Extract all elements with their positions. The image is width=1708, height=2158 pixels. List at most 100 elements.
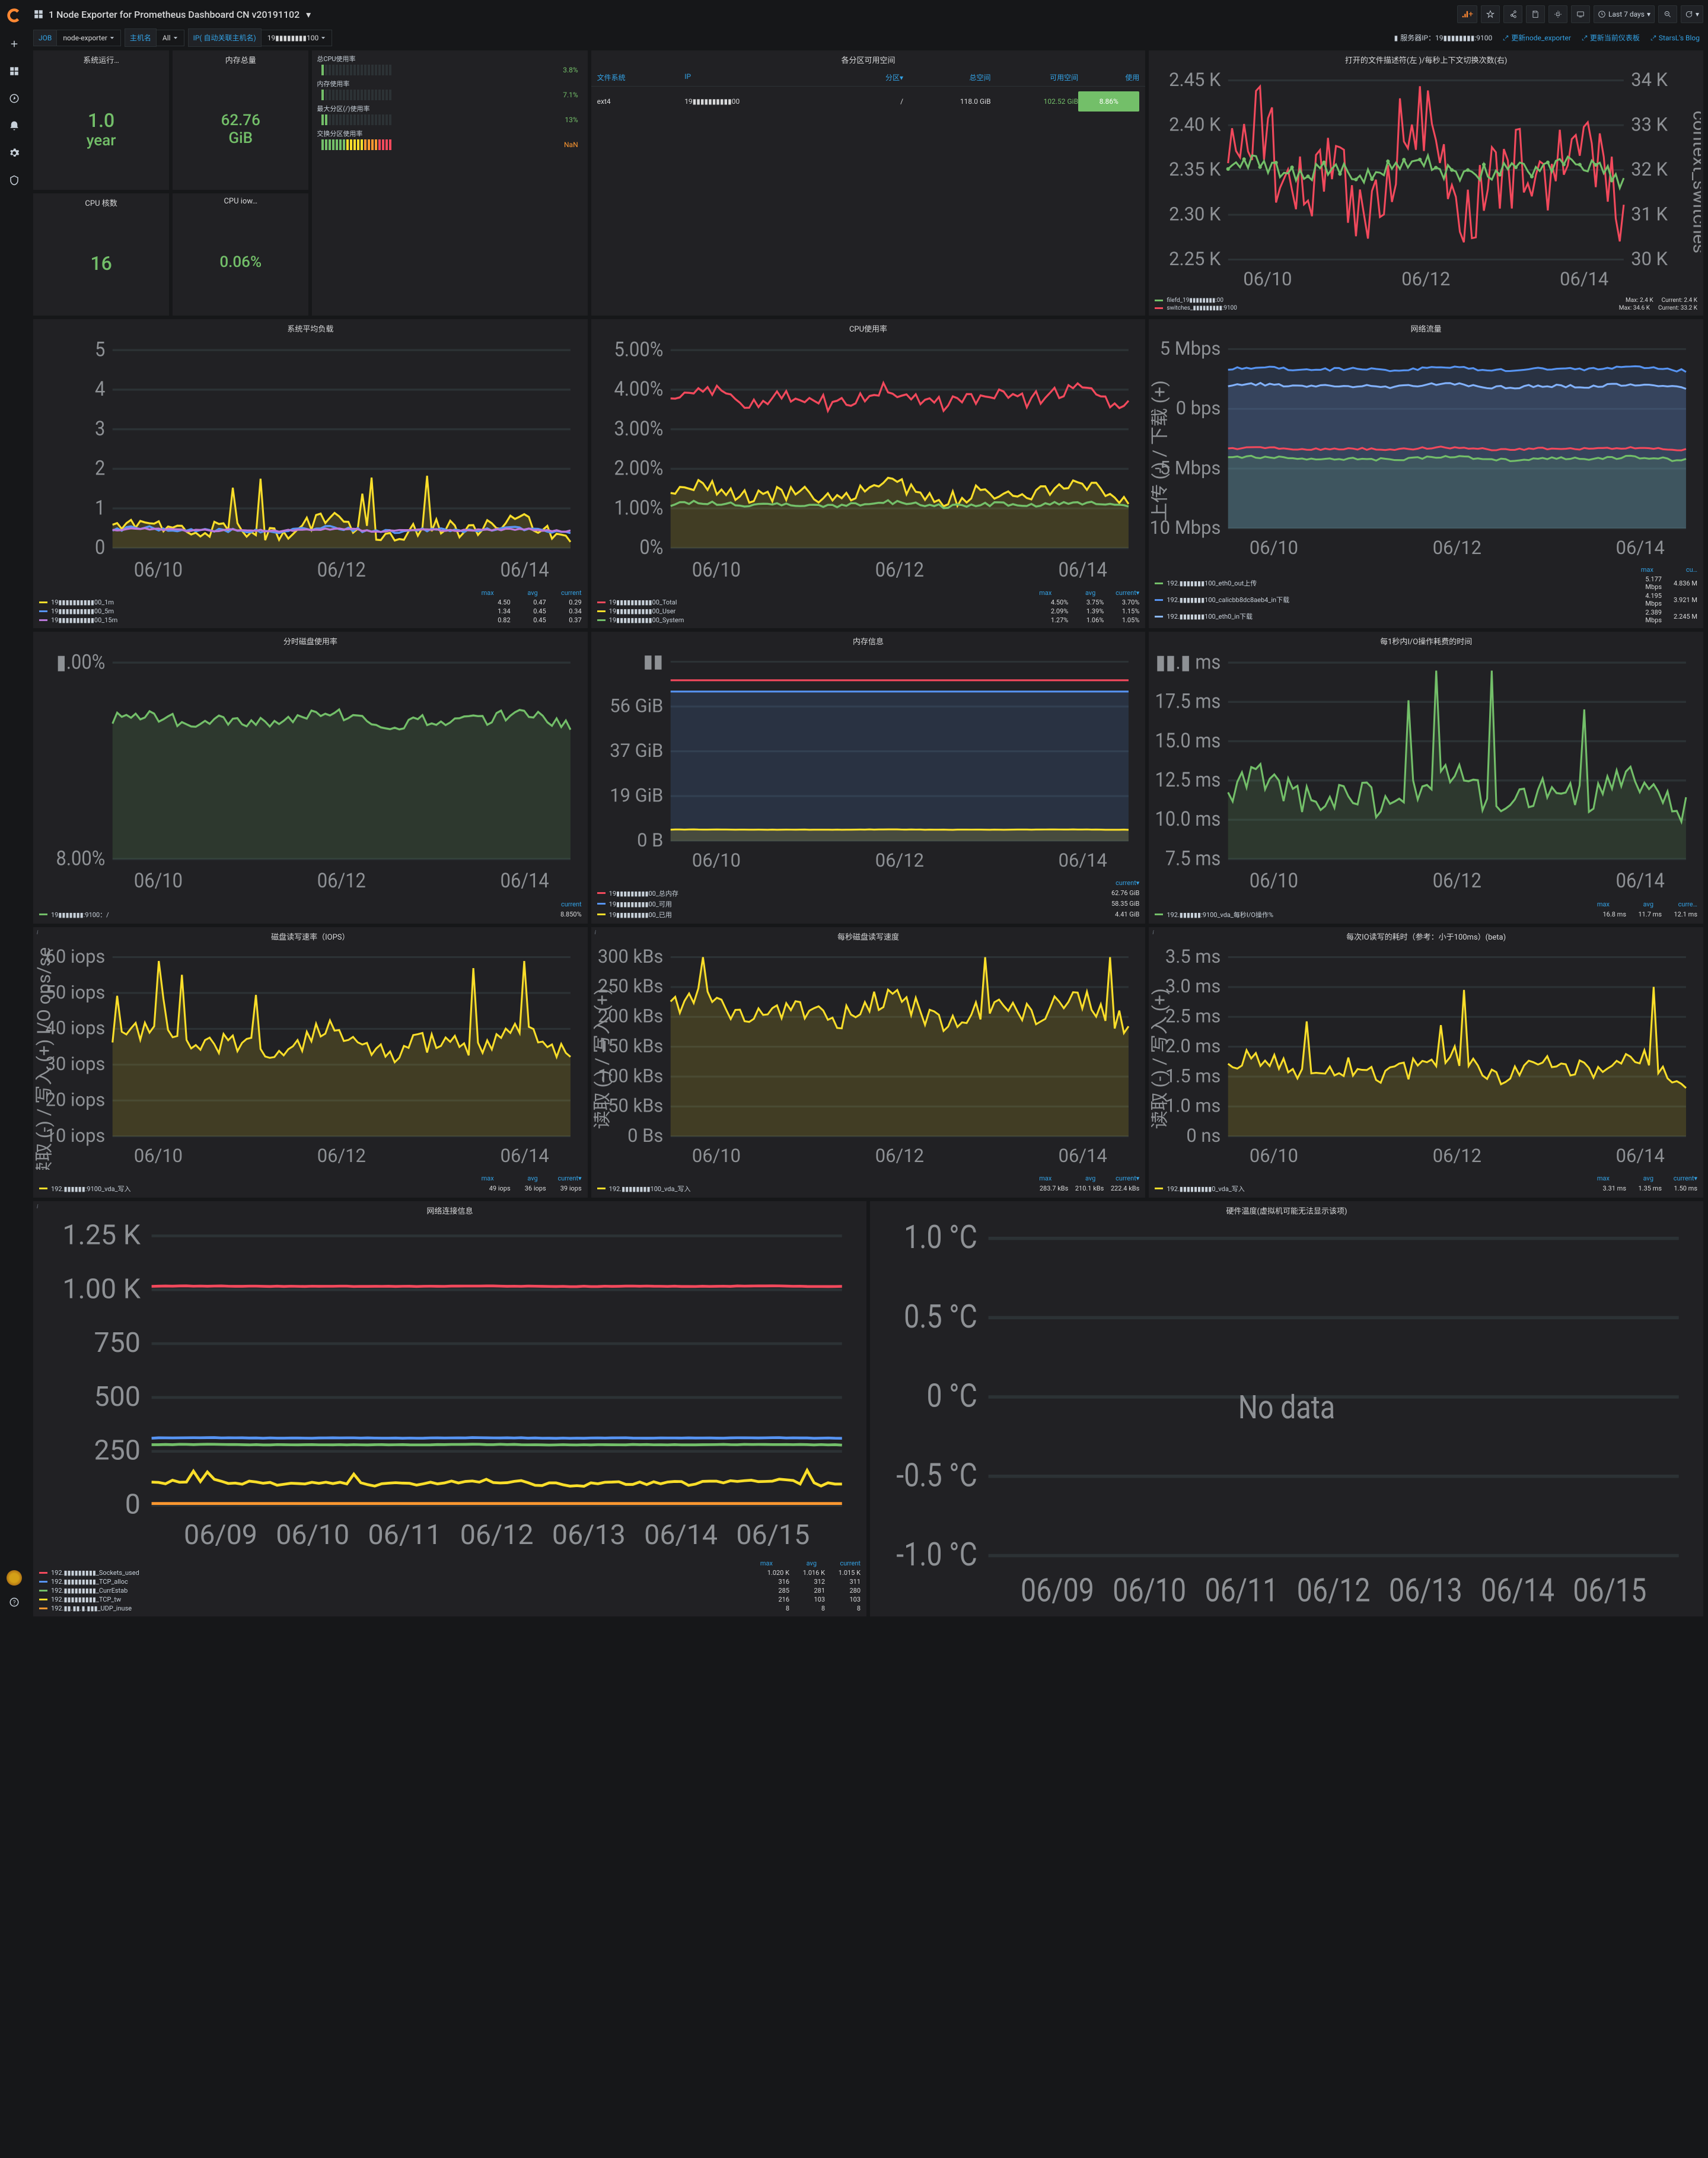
svg-text:06/14: 06/14: [1616, 869, 1665, 893]
svg-text:06/12: 06/12: [875, 849, 923, 871]
svg-text:7.5 ms: 7.5 ms: [1165, 846, 1221, 870]
panel-temp[interactable]: 硬件温度(虚拟机可能无法显示该项) 1.0 °C0.5 °C0 °C-0.5 °…: [870, 1201, 1703, 1617]
svg-text:1.0 °C: 1.0 °C: [904, 1222, 977, 1256]
svg-text:2.30 K: 2.30 K: [1169, 203, 1221, 225]
link-update-dashboard[interactable]: 更新当前仪表板: [1578, 30, 1643, 45]
refresh-button[interactable]: ▾: [1681, 5, 1703, 23]
plus-icon[interactable]: [6, 36, 23, 52]
var-job[interactable]: JOBnode-exporter: [33, 30, 121, 46]
svg-text:3.0 ms: 3.0 ms: [1165, 975, 1221, 997]
save-button[interactable]: [1526, 5, 1545, 23]
svg-text:2.45 K: 2.45 K: [1169, 71, 1221, 91]
panel-uptime[interactable]: 系统运行…1.0year: [33, 50, 169, 190]
panel-disk-table[interactable]: 各分区可用空间 文件系统IP分区▾总空间可用空间使用 ext419▮▮▮▮▮▮▮…: [591, 50, 1146, 316]
svg-text:▮▮.▮ ms: ▮▮.▮ ms: [1156, 653, 1221, 674]
svg-text:06/14: 06/14: [1058, 849, 1107, 871]
panel-disk-rw[interactable]: i 每秒磁盘读写速度 300 kBs250 kBs200 kBs150 kBs1…: [591, 927, 1146, 1198]
svg-text:-0.5 °C: -0.5 °C: [896, 1456, 977, 1494]
svg-text:30 K: 30 K: [1631, 248, 1668, 270]
svg-text:06/15: 06/15: [736, 1519, 810, 1551]
panel-mem-info[interactable]: 内存信息 ▮▮56 GiB37 GiB19 GiB0 B06/1006/1206…: [591, 632, 1146, 924]
panel-memtotal[interactable]: 内存总量62.76GiB: [173, 50, 308, 190]
svg-text:1.5 ms: 1.5 ms: [1165, 1065, 1221, 1087]
star-button[interactable]: [1481, 5, 1500, 23]
alert-icon[interactable]: [6, 117, 23, 134]
panel-fd[interactable]: 打开的文件描述符(左 )/每秒上下文切换次数(右) 2.45 K2.40 K2.…: [1149, 50, 1703, 316]
svg-text:4: 4: [95, 377, 105, 400]
time-picker[interactable]: Last 7 days▾: [1594, 5, 1655, 23]
svg-text:32 K: 32 K: [1631, 158, 1668, 180]
panel-net[interactable]: 网络流量 5 Mbps0 bps-5 Mbps-10 Mbps上传 (-) / …: [1149, 319, 1703, 629]
explore-icon[interactable]: [6, 90, 23, 107]
svg-text:2.5 ms: 2.5 ms: [1165, 1005, 1221, 1027]
svg-text:06/10: 06/10: [276, 1519, 349, 1551]
svg-text:0 °C: 0 °C: [927, 1377, 977, 1415]
shield-icon[interactable]: [6, 172, 23, 189]
svg-text:3.00%: 3.00%: [614, 416, 663, 440]
panel-io-latency[interactable]: i 每次IO读写的耗时（参考：小于100ms）(beta) 3.5 ms3.0 …: [1149, 927, 1703, 1198]
svg-text:06/13: 06/13: [552, 1519, 626, 1551]
svg-text:06/10: 06/10: [134, 1145, 183, 1167]
svg-text:06/12: 06/12: [317, 558, 366, 581]
panel-cpucores[interactable]: CPU 核数16: [33, 193, 169, 315]
svg-text:0 ns: 0 ns: [1187, 1125, 1221, 1147]
svg-text:17.5 ms: 17.5 ms: [1155, 689, 1221, 713]
svg-text:06/12: 06/12: [317, 1145, 366, 1167]
gear-icon[interactable]: [6, 145, 23, 161]
topbar: 1 Node Exporter for Prometheus Dashboard…: [33, 0, 1703, 28]
svg-text:0: 0: [95, 535, 105, 559]
grafana-logo-icon[interactable]: [6, 7, 23, 24]
svg-text:06/10: 06/10: [1244, 268, 1292, 290]
help-icon[interactable]: ?: [6, 1594, 23, 1610]
svg-text:06/10: 06/10: [692, 1145, 741, 1167]
svg-text:06/10: 06/10: [692, 849, 741, 871]
panel-disk-usage[interactable]: 分时磁盘使用率 ▮.00%8.00%06/1006/1206/14 curren…: [33, 632, 588, 924]
svg-text:06/14: 06/14: [501, 1145, 549, 1167]
svg-text:06/09: 06/09: [184, 1519, 257, 1551]
panel-bargauges[interactable]: 总CPU使用率3.8%内存使用率7.1%最大分区(/)使用率13%交换分区使用率…: [312, 50, 587, 316]
svg-text:8.00%: 8.00%: [56, 846, 106, 870]
svg-text:1.00%: 1.00%: [614, 495, 663, 519]
svg-text:1.00 K: 1.00 K: [62, 1273, 141, 1305]
svg-text:33 K: 33 K: [1631, 113, 1668, 135]
var-ip[interactable]: IP( 自动关联主机名)19▮▮▮▮▮▮▮▮100: [188, 28, 333, 47]
dashboard-title[interactable]: 1 Node Exporter for Prometheus Dashboard…: [33, 9, 311, 20]
cycle-view-button[interactable]: [1571, 5, 1590, 23]
svg-text:06/12: 06/12: [875, 558, 923, 581]
svg-text:06/14: 06/14: [644, 1519, 718, 1551]
add-panel-button[interactable]: +: [1457, 5, 1477, 23]
svg-text:0.5 °C: 0.5 °C: [904, 1298, 977, 1336]
svg-text:06/14: 06/14: [501, 869, 549, 893]
svg-text:2.00%: 2.00%: [614, 456, 663, 480]
panel-net-conn[interactable]: i 网络连接信息 1.25 K1.00 K750500250006/0906/1…: [33, 1201, 866, 1617]
panel-load[interactable]: 系统平均负载 54321006/1006/1206/14 maxavgcurre…: [33, 319, 588, 629]
share-button[interactable]: [1503, 5, 1522, 23]
sidebar: ?: [0, 0, 28, 1621]
dashboards-icon[interactable]: [6, 63, 23, 79]
avatar[interactable]: [7, 1570, 22, 1586]
svg-text:06/10: 06/10: [134, 558, 183, 581]
settings-button[interactable]: [1548, 5, 1567, 23]
svg-text:06/14: 06/14: [1616, 537, 1665, 559]
panel-iowait[interactable]: CPU iow…0.06%: [173, 193, 308, 315]
panel-cpu[interactable]: CPU使用率 5.00%4.00%3.00%2.00%1.00%0%06/100…: [591, 319, 1146, 629]
link-update-exporter[interactable]: 更新node_exporter: [1499, 30, 1575, 45]
zoom-out-button[interactable]: [1658, 5, 1677, 23]
main: 1 Node Exporter for Prometheus Dashboard…: [28, 0, 1708, 1621]
svg-text:06/10: 06/10: [1250, 537, 1298, 559]
svg-text:1: 1: [95, 495, 105, 519]
svg-text:250: 250: [94, 1434, 141, 1466]
svg-text:06/12: 06/12: [317, 869, 366, 893]
var-host[interactable]: 主机名All: [125, 28, 184, 47]
svg-text:2.25 K: 2.25 K: [1169, 248, 1221, 270]
link-blog[interactable]: StarsL's Blog: [1647, 31, 1703, 44]
svg-text:06/12: 06/12: [1433, 869, 1481, 893]
svg-text:06/14: 06/14: [1616, 1145, 1665, 1167]
svg-text:2.0 ms: 2.0 ms: [1165, 1035, 1221, 1057]
svg-text:0: 0: [125, 1488, 141, 1520]
svg-text:06/13: 06/13: [1389, 1572, 1462, 1610]
panel-iops[interactable]: i 磁盘读写速率（IOPS） 60 iops50 iops40 iops30 i…: [33, 927, 588, 1198]
svg-text:2: 2: [95, 456, 105, 480]
table-header: 文件系统IP分区▾总空间可用空间使用: [591, 69, 1146, 87]
panel-iotime[interactable]: 每1秒内I/O操作耗费的时间 ▮▮.▮ ms17.5 ms15.0 ms12.5…: [1149, 632, 1703, 924]
